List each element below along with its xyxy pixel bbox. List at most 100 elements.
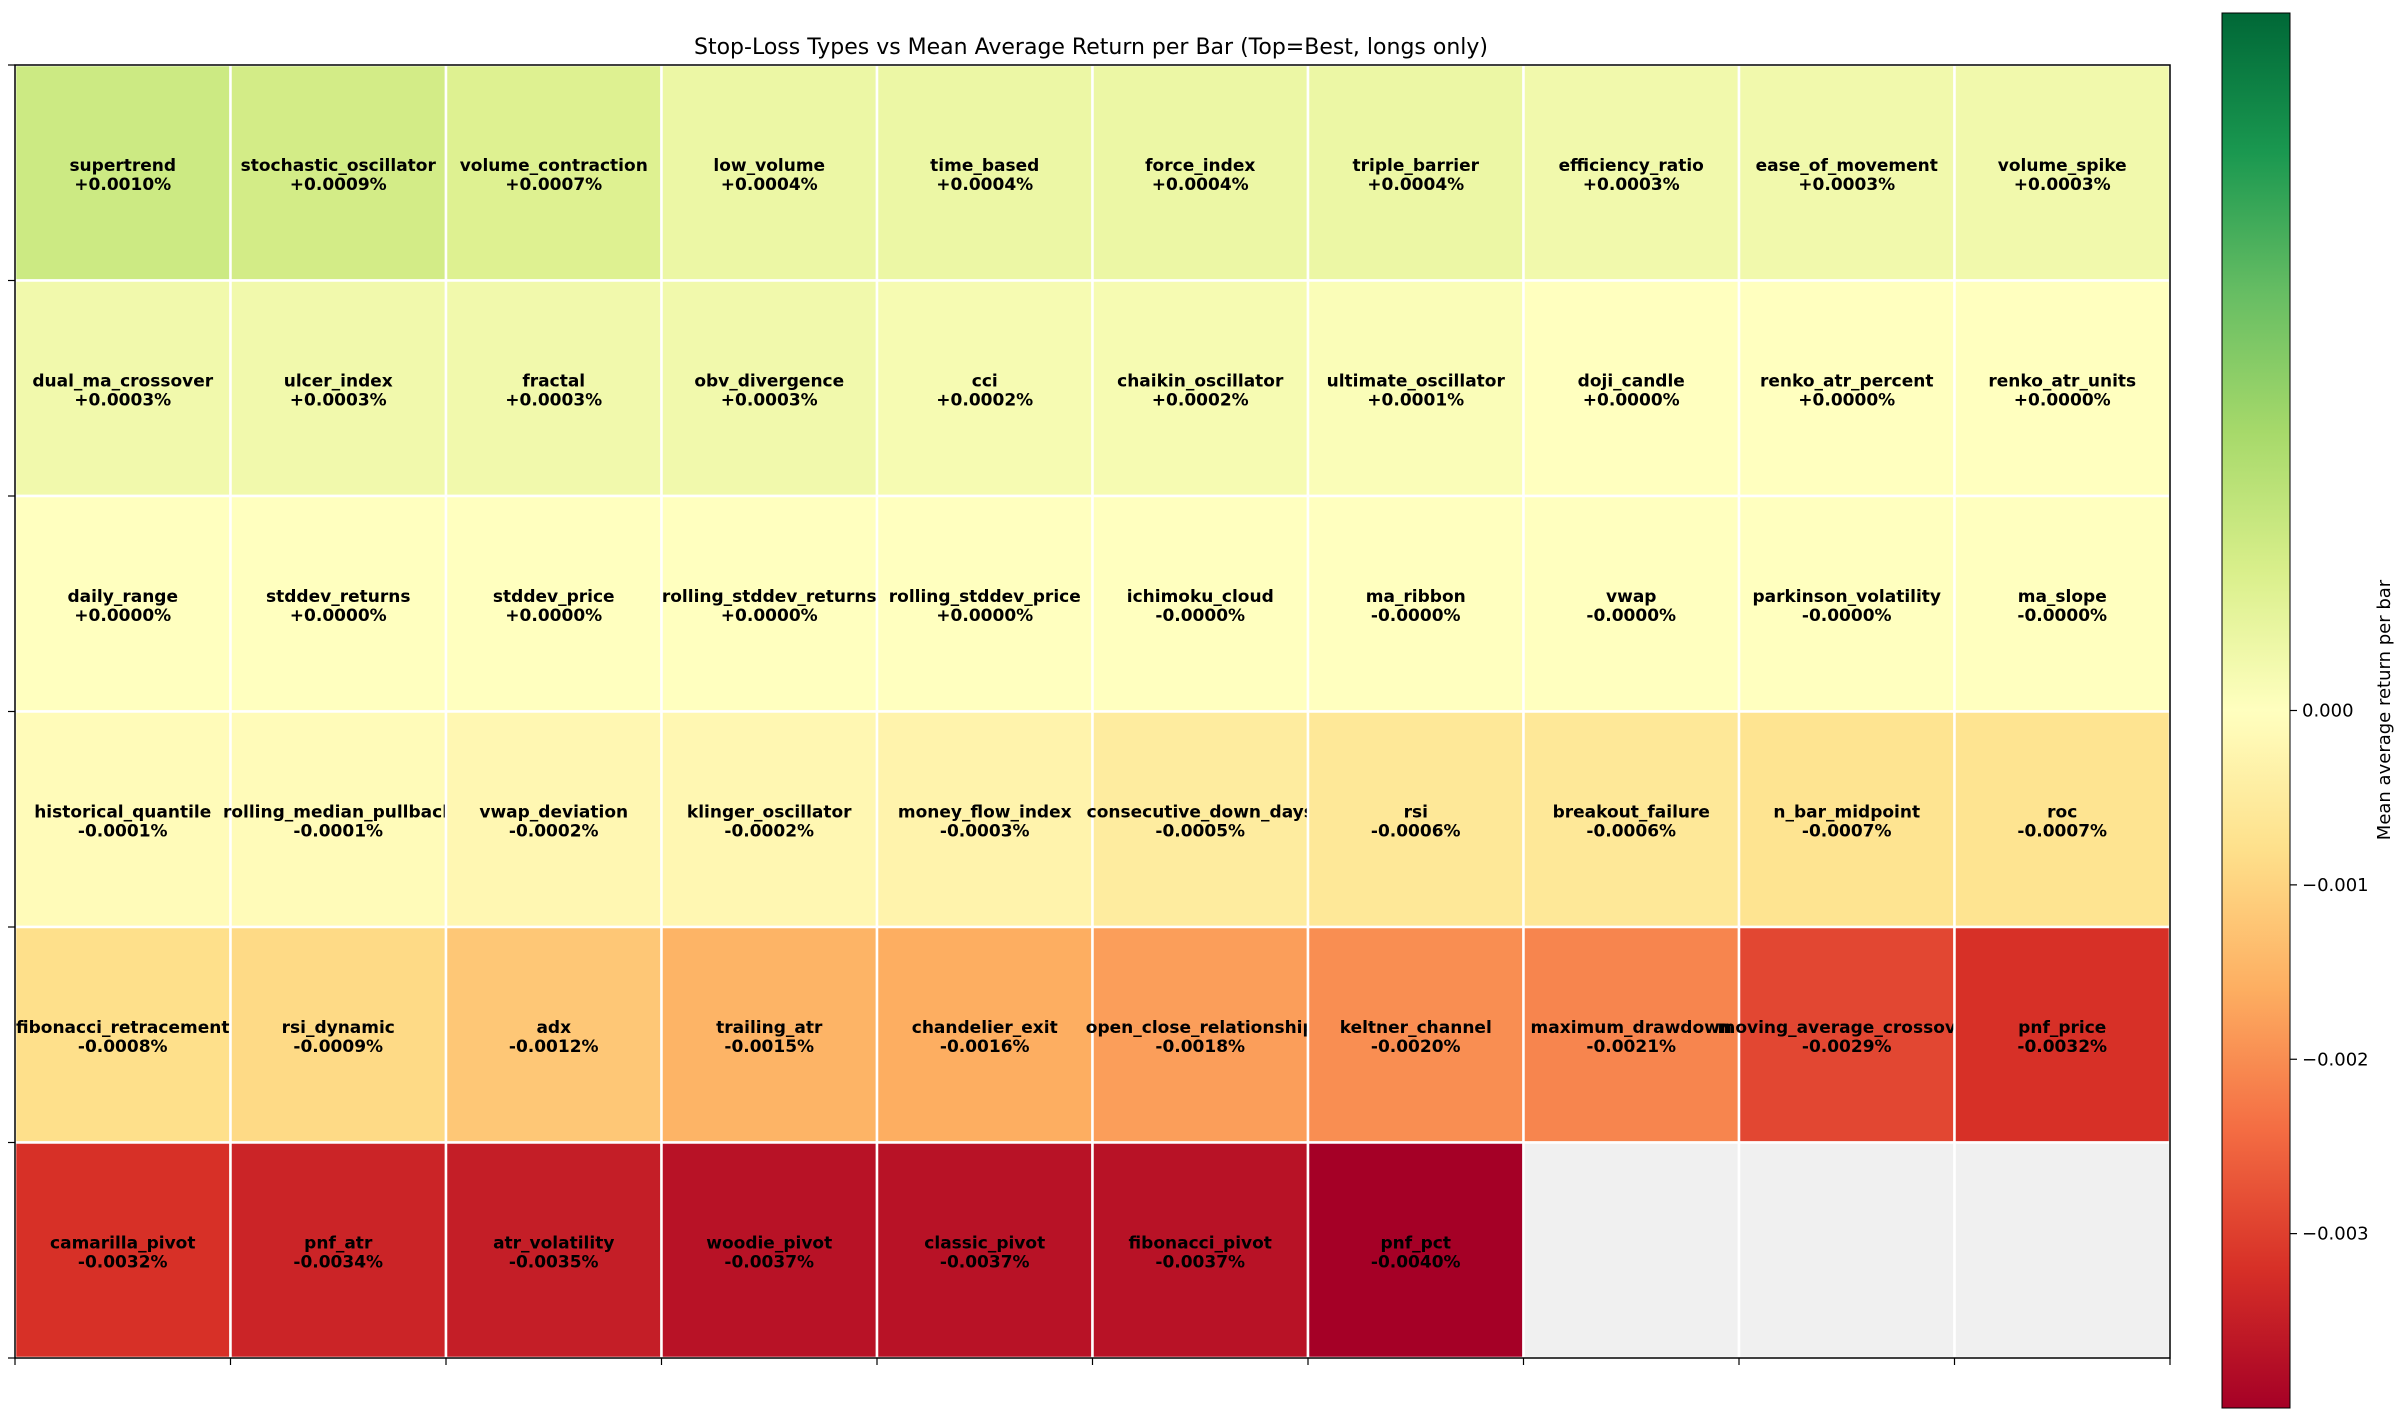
heatmap-cell: breakout_failure-0.0006%: [1522, 710, 1741, 929]
cell-value-label: -0.0000%: [1802, 606, 1892, 626]
cell-name-label: consecutive_down_days: [1087, 802, 1314, 822]
cell-name-label: volume_spike: [1998, 156, 2127, 176]
heatmap-cell: stddev_price+0.0000%: [444, 494, 663, 713]
heatmap-cell: volume_spike+0.0003%: [1953, 63, 2172, 282]
cell-rect: [1522, 63, 1741, 282]
heatmap-cell: daily_range+0.0000%: [13, 494, 232, 713]
cell-value-label: -0.0020%: [1371, 1037, 1461, 1057]
heatmap-cell: obv_divergence+0.0003%: [660, 279, 879, 498]
cell-name-label: classic_pivot: [924, 1233, 1045, 1253]
cell-value-label: -0.0006%: [1371, 821, 1461, 841]
heatmap-cell: [1522, 1141, 1741, 1360]
heatmap-cell: money_flow_index-0.0003%: [875, 710, 1094, 929]
cell-value-label: -0.0016%: [940, 1037, 1030, 1057]
heatmap-cell: historical_quantile-0.0001%: [13, 710, 232, 929]
cell-rect: [229, 494, 448, 713]
cell-rect: [1522, 279, 1741, 498]
cell-value-label: +0.0007%: [505, 175, 602, 195]
cell-rect: [13, 494, 232, 713]
cell-value-label: -0.0007%: [2017, 821, 2107, 841]
heatmap-cells: supertrend+0.0010%stochastic_oscillator+…: [13, 63, 2172, 1360]
cell-name-label: vwap: [1606, 587, 1656, 607]
cell-value-label: +0.0009%: [290, 175, 387, 195]
heatmap-cell: fibonacci_pivot-0.0037%: [1091, 1141, 1310, 1360]
cell-value-label: -0.0034%: [293, 1252, 383, 1272]
cell-rect: [660, 63, 879, 282]
cell-value-label: -0.0021%: [1586, 1037, 1676, 1057]
cell-value-label: -0.0003%: [940, 821, 1030, 841]
cell-value-label: -0.0035%: [509, 1252, 599, 1272]
heatmap-cell: keltner_channel-0.0020%: [1306, 925, 1525, 1144]
cell-rect: [1306, 279, 1525, 498]
cell-rect: [13, 63, 232, 282]
cell-value-label: +0.0000%: [74, 606, 171, 626]
heatmap-cell: stochastic_oscillator+0.0009%: [229, 63, 448, 282]
heatmap-cell: ultimate_oscillator+0.0001%: [1306, 279, 1525, 498]
cell-name-label: ultimate_oscillator: [1327, 371, 1506, 391]
cell-rect: [660, 279, 879, 498]
heatmap-cell: camarilla_pivot-0.0032%: [13, 1141, 232, 1360]
heatmap-cell: trailing_atr-0.0015%: [660, 925, 879, 1144]
cell-name-label: force_index: [1145, 156, 1255, 176]
cell-value-label: -0.0012%: [509, 1037, 599, 1057]
cell-name-label: trailing_atr: [716, 1018, 823, 1038]
colorbar-tick-label: 0.000: [2302, 701, 2354, 722]
cell-rect: [1091, 279, 1310, 498]
cell-value-label: -0.0015%: [724, 1037, 814, 1057]
cell-name-label: volume_contraction: [460, 156, 648, 176]
cell-rect: [1306, 710, 1525, 929]
axis-ticks: [8, 64, 2171, 1365]
cell-rect: [875, 925, 1094, 1144]
cell-name-label: ulcer_index: [284, 371, 393, 391]
cell-name-label: parkinson_volatility: [1752, 587, 1941, 607]
cell-value-label: +0.0001%: [1367, 390, 1464, 410]
cell-value-label: -0.0040%: [1371, 1252, 1461, 1272]
cell-value-label: -0.0032%: [2017, 1037, 2107, 1057]
chart-title: Stop-Loss Types vs Mean Average Return p…: [694, 35, 1488, 60]
cell-value-label: +0.0010%: [74, 175, 171, 195]
heatmap-cell: rolling_stddev_price+0.0000%: [875, 494, 1094, 713]
heatmap-cell: fibonacci_retracement-0.0008%: [13, 925, 232, 1144]
cell-rect: [229, 63, 448, 282]
cell-value-label: +0.0000%: [505, 606, 602, 626]
cell-rect: [444, 279, 663, 498]
cell-name-label: roc: [2047, 802, 2077, 822]
colorbar-tick-label: −0.003: [2302, 1224, 2369, 1245]
cell-name-label: rolling_stddev_price: [889, 587, 1081, 607]
heatmap-cell: ease_of_movement+0.0003%: [1737, 63, 1956, 282]
cell-rect: [1306, 925, 1525, 1144]
cell-name-label: renko_atr_percent: [1760, 371, 1933, 391]
cell-name-label: ease_of_movement: [1756, 156, 1938, 176]
heatmap-cell: renko_atr_units+0.0000%: [1953, 279, 2172, 498]
colorbar-ticks: 0.000 −0.001 −0.002 −0.003: [2290, 701, 2369, 1245]
cell-name-label: renko_atr_units: [1988, 371, 2136, 391]
heatmap-cell: klinger_oscillator-0.0002%: [660, 710, 879, 929]
cell-value-label: +0.0000%: [290, 606, 387, 626]
cell-value-label: -0.0000%: [1371, 606, 1461, 626]
cell-value-label: +0.0002%: [936, 390, 1033, 410]
cell-rect: [1953, 279, 2172, 498]
colorbar-tick-label: −0.002: [2302, 1049, 2369, 1070]
cell-name-label: open_close_relationship: [1086, 1018, 1315, 1038]
cell-name-label: chandelier_exit: [912, 1018, 1058, 1038]
heatmap-cell: atr_volatility-0.0035%: [444, 1141, 663, 1360]
cell-value-label: +0.0002%: [1152, 390, 1249, 410]
heatmap-cell: pnf_atr-0.0034%: [229, 1141, 448, 1360]
cell-rect: [13, 1141, 232, 1360]
heatmap-cell: renko_atr_percent+0.0000%: [1737, 279, 1956, 498]
cell-value-label: +0.0003%: [505, 390, 602, 410]
heatmap-cell: maximum_drawdown-0.0021%: [1522, 925, 1741, 1144]
cell-rect: [1737, 279, 1956, 498]
cell-name-label: stddev_returns: [266, 587, 410, 607]
heatmap-cell: woodie_pivot-0.0037%: [660, 1141, 879, 1360]
cell-value-label: +0.0000%: [1583, 390, 1680, 410]
heatmap-cell: dual_ma_crossover+0.0003%: [13, 279, 232, 498]
cell-name-label: n_bar_midpoint: [1773, 802, 1920, 822]
cell-rect: [1953, 710, 2172, 929]
cell-value-label: +0.0004%: [936, 175, 1033, 195]
heatmap-cell: adx-0.0012%: [444, 925, 663, 1144]
cell-value-label: -0.0037%: [724, 1252, 814, 1272]
cell-name-label: stochastic_oscillator: [241, 156, 437, 176]
cell-value-label: +0.0003%: [1583, 175, 1680, 195]
cell-name-label: efficiency_ratio: [1559, 156, 1704, 176]
